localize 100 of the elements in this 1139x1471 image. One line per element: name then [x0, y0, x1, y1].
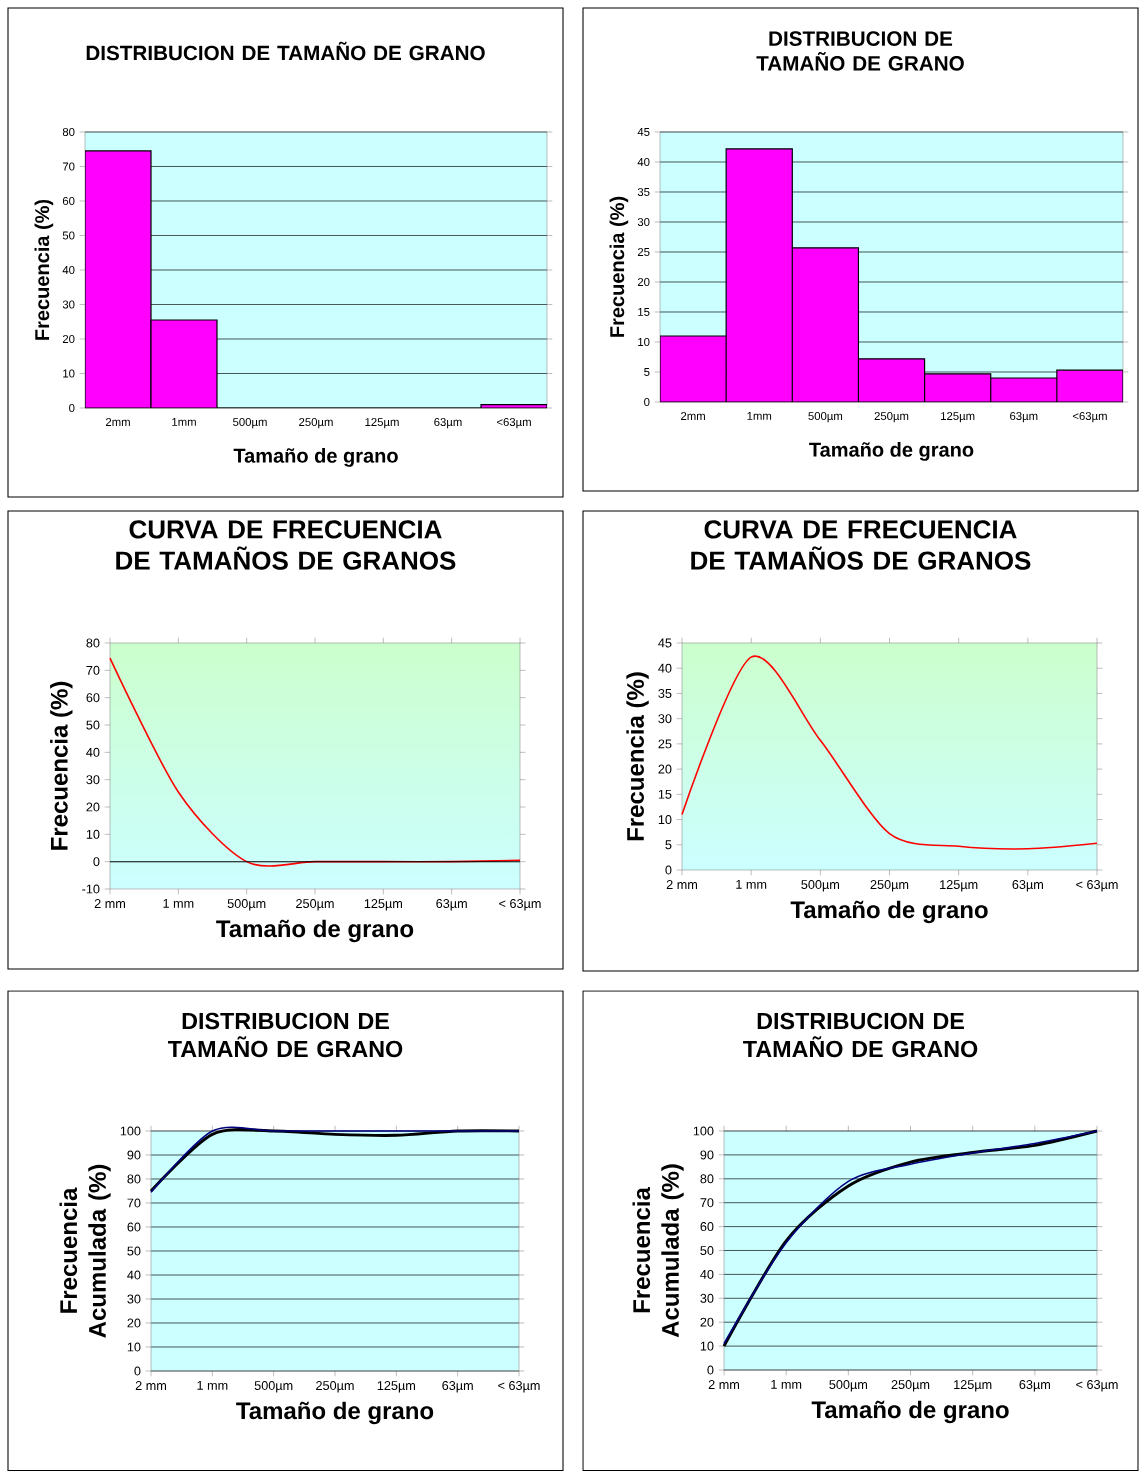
x-tick-label: <63µm — [496, 418, 531, 429]
x-tick-label: 500µm — [801, 880, 839, 892]
line-series — [681, 656, 1098, 850]
x-tick-label: 63µm — [1019, 1380, 1050, 1392]
chart-title: DISTRIBUCION DE TAMAÑO DE GRANO — [743, 1012, 978, 1058]
x-tick-label: 500µm — [227, 899, 266, 911]
x-tick-label: 1 mm — [771, 1380, 802, 1389]
x-tick-label: < 63µm — [499, 899, 541, 911]
y-tick-label: 0 — [134, 1366, 141, 1376]
y-tick-label: 20 — [700, 1317, 714, 1327]
x-tick-label: 63µm — [1010, 412, 1038, 423]
x-tick-label: 1mm — [747, 412, 772, 420]
y-tick-label: 35 — [637, 187, 650, 196]
y-tick-label: 80 — [127, 1174, 141, 1184]
y-tick-label: 25 — [658, 739, 672, 749]
x-tick-label: 250µm — [299, 418, 333, 429]
y-tick-label: 10 — [127, 1342, 141, 1352]
y-axis-title: Frecuencia (%) — [609, 196, 629, 337]
y-tick-label: 20 — [637, 277, 650, 286]
y-axis-title: Frecuencia (%) — [34, 199, 54, 340]
y-tick-label: 30 — [637, 217, 650, 226]
x-axis-title: Tamaño de grano — [236, 1401, 434, 1425]
y-tick-label: 100 — [693, 1126, 714, 1136]
y-tick-label: 45 — [658, 638, 672, 648]
x-tick-label: 250µm — [296, 899, 334, 911]
x-tick-label: 500µm — [233, 418, 267, 429]
y-tick-label: 70 — [62, 162, 75, 171]
y-tick-label: -10 — [82, 884, 100, 894]
y-axis-title: Frecuencia (%) — [50, 681, 73, 850]
x-tick-label: 2 mm — [135, 1381, 166, 1390]
y-tick-label: 50 — [700, 1246, 714, 1255]
chart-title: DISTRIBUCION DE TAMAÑO DE GRANO — [756, 31, 964, 71]
x-axis-title: Tamaño de grano — [216, 919, 414, 943]
y-tick-label: 15 — [658, 789, 672, 799]
y-tick-label: 30 — [62, 300, 75, 309]
x-tick-label: <63µm — [1072, 412, 1107, 423]
y-tick-label: 10 — [700, 1341, 714, 1351]
y-tick-label: 70 — [86, 665, 100, 675]
x-tick-label: < 63µm — [1076, 880, 1118, 892]
y-tick-label: 60 — [86, 693, 100, 703]
x-tick-label: 250µm — [316, 1381, 354, 1393]
x-tick-label: 125µm — [954, 1380, 992, 1392]
y-tick-label: 20 — [86, 802, 100, 812]
x-axis-title: Tamaño de grano — [233, 448, 398, 467]
y-tick-label: 60 — [700, 1222, 714, 1232]
y-axis-title: Frecuencia Acumulada (%) — [632, 1164, 684, 1338]
y-tick-label: 0 — [665, 865, 672, 875]
x-tick-label: 250µm — [891, 1380, 930, 1392]
x-tick-label: 2 mm — [666, 880, 697, 889]
x-tick-label: < 63µm — [1076, 1380, 1118, 1392]
y-tick-label: 5 — [665, 840, 672, 850]
y-tick-label: 40 — [700, 1269, 714, 1279]
x-tick-label: 1 mm — [163, 899, 194, 908]
y-tick-label: 0 — [644, 397, 650, 406]
x-tick-label: 125µm — [941, 412, 975, 423]
y-tick-label: 70 — [127, 1198, 141, 1208]
y-tick-label: 40 — [658, 663, 672, 673]
y-tick-label: 70 — [700, 1198, 714, 1208]
x-tick-label: 63µm — [434, 418, 462, 429]
bar — [660, 335, 727, 402]
x-tick-label: 2mm — [681, 412, 705, 420]
x-tick-label: 1 mm — [197, 1381, 228, 1390]
x-tick-label: 2 mm — [708, 1380, 739, 1389]
x-tick-label: 125µm — [940, 880, 978, 892]
y-tick-label: 20 — [62, 334, 75, 343]
x-tick-label: 63µm — [1012, 880, 1043, 892]
y-tick-label: 80 — [62, 127, 75, 136]
x-axis-title: Tamaño de grano — [811, 1400, 1009, 1424]
x-tick-label: 500µm — [808, 412, 843, 423]
bar — [1056, 369, 1124, 402]
y-tick-label: 100 — [120, 1126, 141, 1136]
x-tick-label: 1 mm — [736, 880, 767, 889]
y-tick-label: 10 — [638, 337, 650, 346]
y-tick-label: 60 — [62, 196, 75, 205]
y-tick-label: 50 — [127, 1246, 141, 1256]
y-tick-label: 40 — [637, 157, 650, 166]
chart-title: DISTRIBUCION DE TAMAÑO DE GRANO — [168, 1012, 403, 1058]
x-tick-label: 500µm — [254, 1381, 293, 1393]
y-tick-label: 50 — [86, 720, 100, 730]
y-tick-label: 30 — [700, 1293, 714, 1303]
y-tick-label: 60 — [127, 1222, 141, 1232]
y-tick-label: 90 — [127, 1150, 141, 1160]
y-axis-title: Frecuencia (%) — [626, 672, 649, 841]
chart-title: CURVA DE FRECUENCIA DE TAMAÑOS DE GRANOS — [116, 520, 456, 570]
y-tick-label: 80 — [700, 1174, 714, 1184]
y-tick-label: 5 — [644, 368, 650, 376]
x-tick-label: 125µm — [364, 899, 402, 911]
x-tick-label: 2mm — [105, 418, 130, 426]
y-tick-label: 0 — [69, 403, 75, 412]
x-tick-label: 250µm — [874, 412, 909, 423]
y-tick-label: 20 — [658, 764, 672, 774]
x-tick-label: 1mm — [172, 418, 196, 426]
y-tick-label: 35 — [658, 688, 672, 698]
y-tick-label: 10 — [63, 369, 75, 378]
y-tick-label: 50 — [62, 231, 75, 240]
y-tick-label: 30 — [127, 1294, 141, 1304]
x-tick-label: 63µm — [436, 899, 467, 911]
y-tick-label: 25 — [637, 247, 650, 256]
chart-title: CURVA DE FRECUENCIA DE TAMAÑOS DE GRANOS — [691, 520, 1031, 570]
y-tick-label: 10 — [658, 815, 672, 825]
